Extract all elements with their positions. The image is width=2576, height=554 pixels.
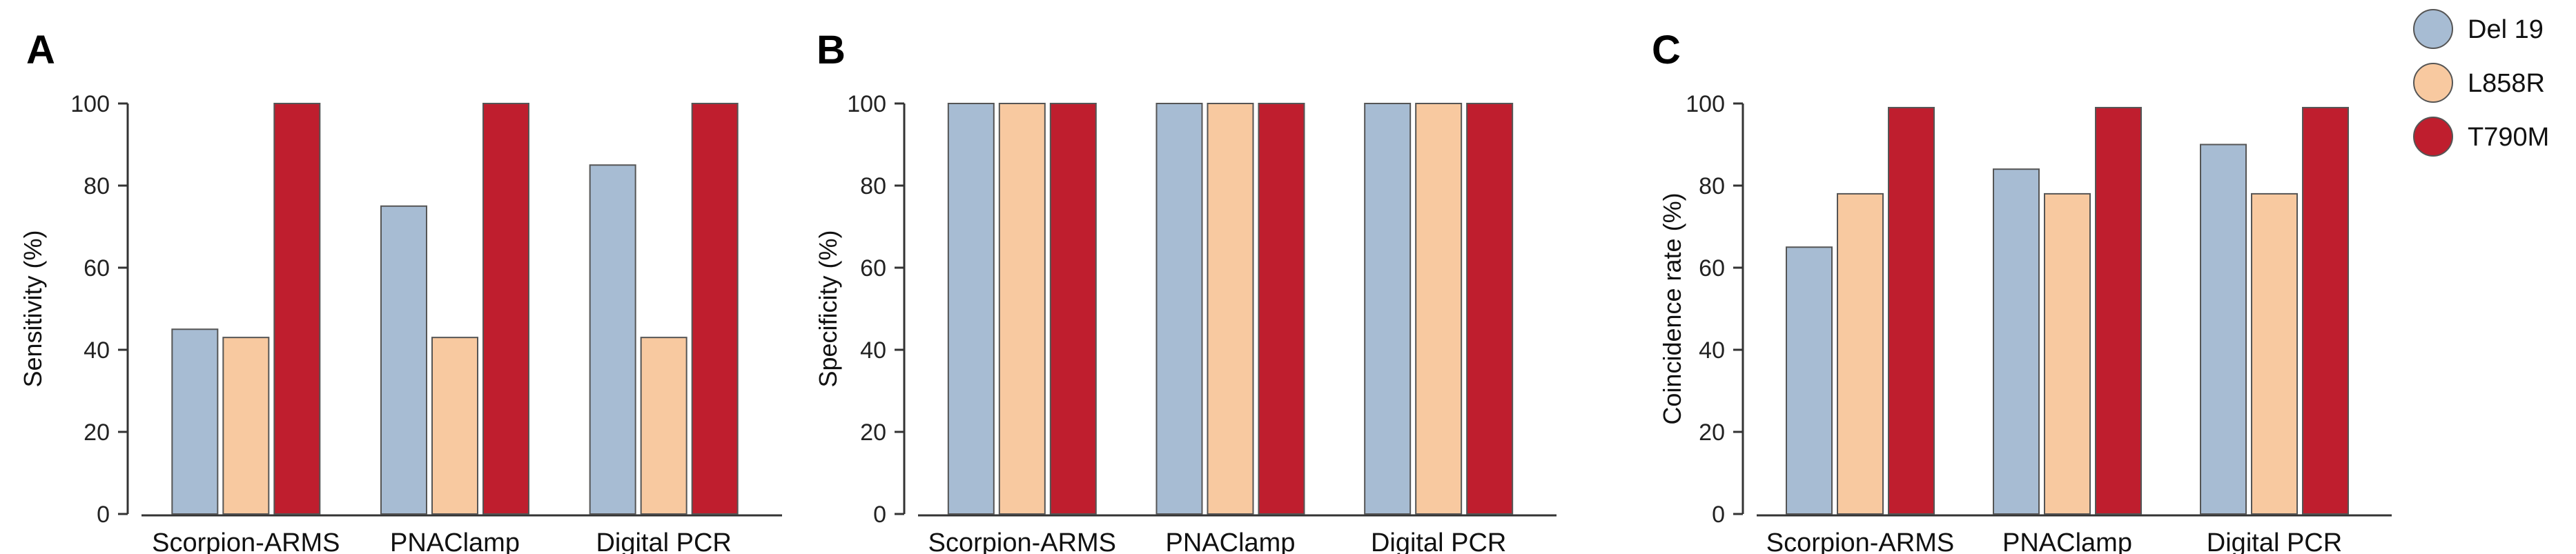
- bar-del-19-scorpion-arms: [171, 328, 219, 515]
- bar-t790m-scorpion-arms: [1888, 106, 1935, 515]
- category-label: Digital PCR: [2207, 528, 2342, 554]
- y-axis-label: Coincidence rate (%): [1658, 192, 1686, 424]
- y-tick-label: 0: [1712, 502, 1725, 528]
- bar-del-19-scorpion-arms: [947, 103, 995, 515]
- y-tick-label: 20: [860, 419, 886, 446]
- panel-b: B Specificity (%) 0 20 40 60 80 100 Scorpion-ARM…: [814, 28, 1557, 554]
- legend-label: T790M: [2468, 123, 2549, 152]
- category-label: Scorpion-ARMS: [928, 528, 1116, 554]
- legend-label: L858R: [2468, 69, 2545, 98]
- y-tick-label: 0: [97, 502, 110, 528]
- bar-l858r-scorpion-arms: [1837, 192, 1884, 515]
- bar-del-19-pnaclamp: [380, 205, 427, 515]
- panel-letter: B: [817, 28, 846, 72]
- bar-l858r-digital-pcr: [640, 337, 687, 515]
- y-tick-label: 60: [84, 255, 110, 281]
- legend: Del 19 L858R T790M: [2413, 9, 2549, 157]
- y-tick-label: 60: [1699, 255, 1725, 281]
- panels: A Sensitivity (%) 0 20 40 60 80 100 Scorpion-ARM…: [19, 28, 2392, 554]
- legend-swatch-t790m: [2413, 117, 2453, 157]
- y-tick-label: 60: [860, 255, 886, 281]
- category-label: PNAClamp: [390, 528, 520, 554]
- bar-t790m-pnaclamp: [1258, 103, 1305, 515]
- bar-l858r-digital-pcr: [1415, 103, 1463, 515]
- y-tick-label: 20: [1699, 419, 1725, 446]
- bar-del-19-digital-pcr: [2200, 144, 2247, 515]
- legend-swatch-l858r: [2413, 63, 2453, 103]
- bar-del-19-digital-pcr: [589, 164, 636, 515]
- bar-t790m-pnaclamp: [482, 103, 529, 515]
- bar-t790m-digital-pcr: [2302, 106, 2349, 515]
- bar-t790m-digital-pcr: [691, 103, 739, 515]
- bar-del-19-scorpion-arms: [1786, 246, 1833, 515]
- bar-t790m-pnaclamp: [2095, 106, 2142, 515]
- y-tick-label: 0: [873, 502, 886, 528]
- y-tick-label: 80: [1699, 173, 1725, 199]
- y-tick-label: 40: [84, 337, 110, 364]
- category-label: PNAClamp: [1166, 528, 1296, 554]
- legend-label: Del 19: [2468, 15, 2544, 44]
- panel-letter: A: [26, 28, 55, 72]
- y-axis-label: Sensitivity (%): [19, 230, 47, 387]
- category-label: Digital PCR: [1371, 528, 1506, 554]
- bar-l858r-scorpion-arms: [998, 103, 1046, 515]
- y-tick-label: 20: [84, 419, 110, 446]
- bar-t790m-scorpion-arms: [1049, 103, 1097, 515]
- bar-t790m-scorpion-arms: [273, 103, 321, 515]
- bar-l858r-pnaclamp: [1207, 103, 1254, 515]
- legend-swatch-del-19: [2413, 9, 2453, 49]
- panel-letter: C: [1652, 28, 1681, 72]
- y-tick-label: 80: [860, 173, 886, 199]
- bar-l858r-digital-pcr: [2251, 192, 2298, 515]
- bar-l858r-pnaclamp: [2044, 192, 2091, 515]
- y-axis-label: Specificity (%): [814, 230, 842, 387]
- bar-t790m-digital-pcr: [1466, 103, 1514, 515]
- category-label: Scorpion-ARMS: [1766, 528, 1954, 554]
- y-tick-label: 40: [1699, 337, 1725, 364]
- y-tick-label: 100: [847, 91, 886, 117]
- y-tick-label: 100: [70, 91, 110, 117]
- category-label: Digital PCR: [596, 528, 731, 554]
- bar-l858r-pnaclamp: [431, 337, 478, 515]
- y-tick-label: 80: [84, 173, 110, 199]
- bar-del-19-pnaclamp: [1993, 168, 2040, 515]
- bar-del-19-digital-pcr: [1364, 103, 1412, 515]
- y-tick-label: 100: [1686, 91, 1725, 117]
- bar-l858r-scorpion-arms: [222, 337, 270, 515]
- category-label: Scorpion-ARMS: [152, 528, 340, 554]
- y-tick-label: 40: [860, 337, 886, 364]
- panel-c: C Coincidence rate (%) 0 20 40 60 80 100 Scorpio…: [1652, 28, 2392, 554]
- bar-del-19-pnaclamp: [1155, 103, 1203, 515]
- panel-a: A Sensitivity (%) 0 20 40 60 80 100 Scorpion-ARM…: [19, 28, 782, 554]
- category-label: PNAClamp: [2002, 528, 2132, 554]
